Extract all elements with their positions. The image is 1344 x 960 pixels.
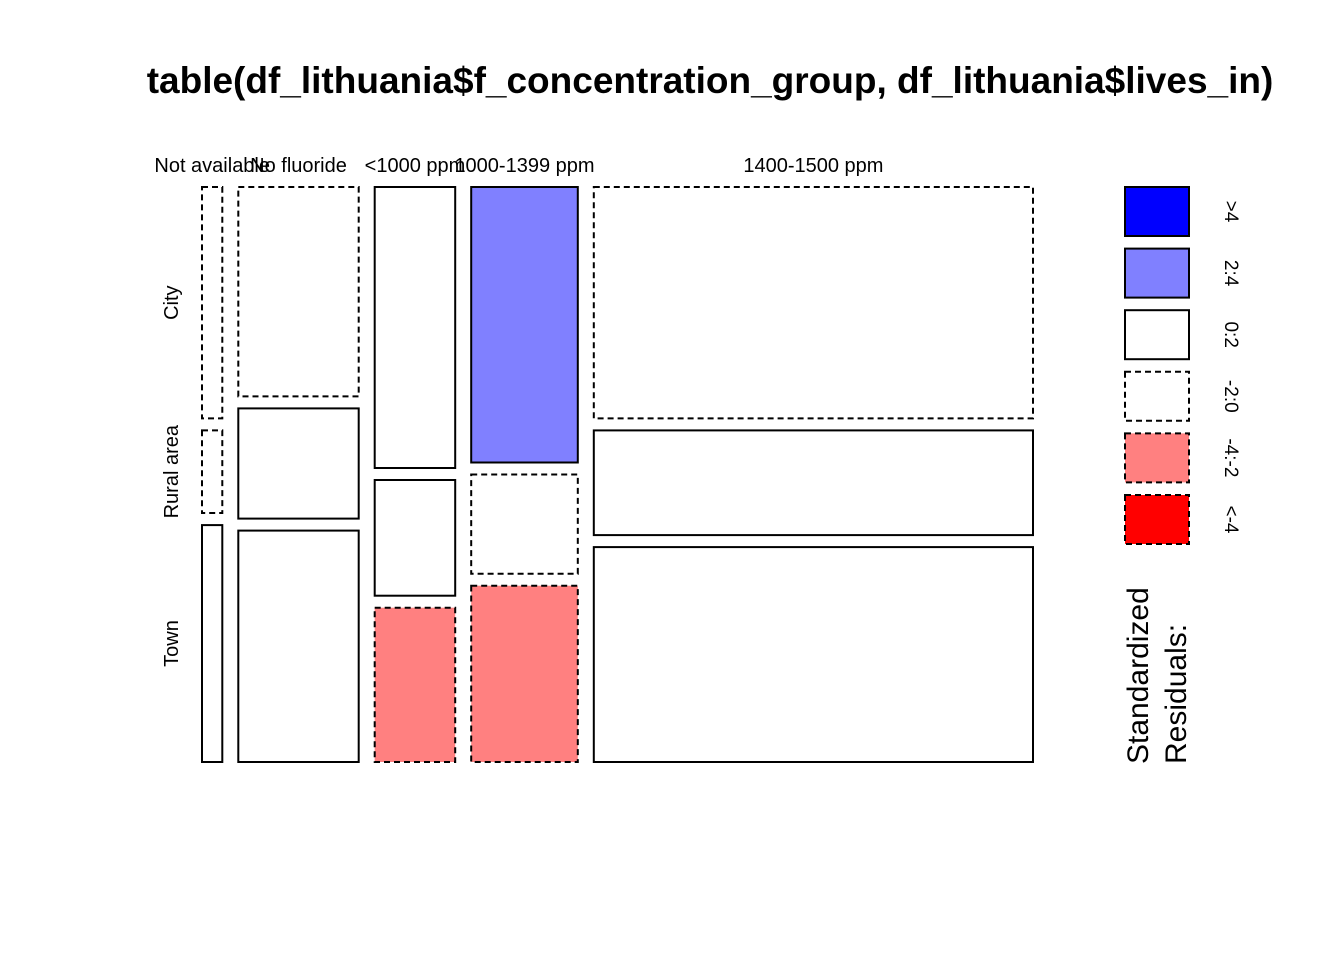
legend-label-0: >4	[1220, 201, 1241, 223]
row-label-rural-area: Rural area	[161, 424, 183, 518]
mosaic-cell-no-fluoride-town	[237, 529, 360, 763]
legend-label-2: 0:2	[1220, 321, 1241, 347]
mosaic-cell-not-available-city	[201, 186, 224, 420]
mosaic-cell-1400-1500-ppm-city	[592, 186, 1034, 420]
column-label-not-available: Not available	[154, 155, 270, 177]
legend-label-3: -2:0	[1220, 380, 1241, 413]
column-label-1000-1399-ppm: 1000-1399 ppm	[454, 155, 594, 177]
legend-swatch-2-4	[1124, 247, 1190, 299]
mosaic-cell-1000-ppm-city	[373, 186, 457, 469]
legend-label-4: -4:-2	[1220, 438, 1241, 477]
legend-label-5: <-4	[1220, 506, 1241, 534]
mosaic-cell-not-available-town	[201, 524, 224, 763]
legend-title-line-1: Standardized	[1122, 587, 1155, 764]
legend-swatch-2-0	[1124, 370, 1190, 422]
legend-swatch-4	[1124, 186, 1190, 237]
column-label-1400-1500-ppm: 1400-1500 ppm	[743, 155, 883, 177]
row-label-city: City	[161, 285, 183, 319]
column-label-no-fluoride: No fluoride	[250, 155, 347, 177]
mosaic-cell-no-fluoride-city	[237, 186, 360, 398]
column-label-1000-ppm: <1000 ppm	[365, 155, 466, 177]
row-labels: City Rural area Town	[161, 285, 183, 666]
chart-title: table(df_lithuania$f_concentration_group…	[147, 60, 1274, 101]
legend-label-1: 2:4	[1220, 260, 1241, 287]
row-label-town: Town	[161, 620, 183, 667]
legend-title-line-2: Residuals:	[1160, 624, 1193, 764]
mosaic-cell-1000-1399-ppm-rural-area	[470, 473, 579, 575]
mosaic-cell-1000-ppm-town	[373, 606, 457, 764]
mosaic-cell-1400-1500-ppm-town	[592, 546, 1034, 763]
mosaic-cell-not-available-rural-area	[201, 429, 224, 514]
legend-swatch-4-2	[1124, 432, 1190, 484]
mosaic-cell-1000-1399-ppm-town	[470, 584, 579, 764]
mosaic-cell-no-fluoride-rural-area	[237, 407, 360, 520]
legend-swatch-4	[1124, 494, 1190, 545]
mosaic-cell-1400-1500-ppm-rural-area	[592, 429, 1034, 537]
mosaic-cell-1000-1399-ppm-city	[470, 186, 579, 464]
legend-swatch-0-2	[1124, 309, 1190, 361]
legend: >4 2:4 0:2 -2:0 -4:-2 <-4 Standardized Residual…	[1122, 186, 1241, 764]
mosaic-cell-1000-ppm-rural-area	[373, 479, 457, 597]
mosaic-cells	[201, 186, 1034, 764]
